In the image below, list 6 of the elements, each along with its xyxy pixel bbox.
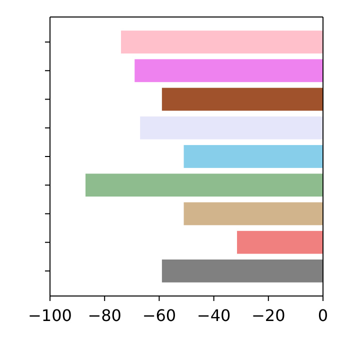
x-tick-label: −80 <box>88 306 122 325</box>
x-tick-label: 0 <box>318 306 328 325</box>
x-tick-label: −40 <box>196 306 231 325</box>
x-tick-label: −100 <box>28 306 72 325</box>
x-tick-label: −60 <box>142 306 176 325</box>
x-tick-label: −20 <box>252 306 286 325</box>
